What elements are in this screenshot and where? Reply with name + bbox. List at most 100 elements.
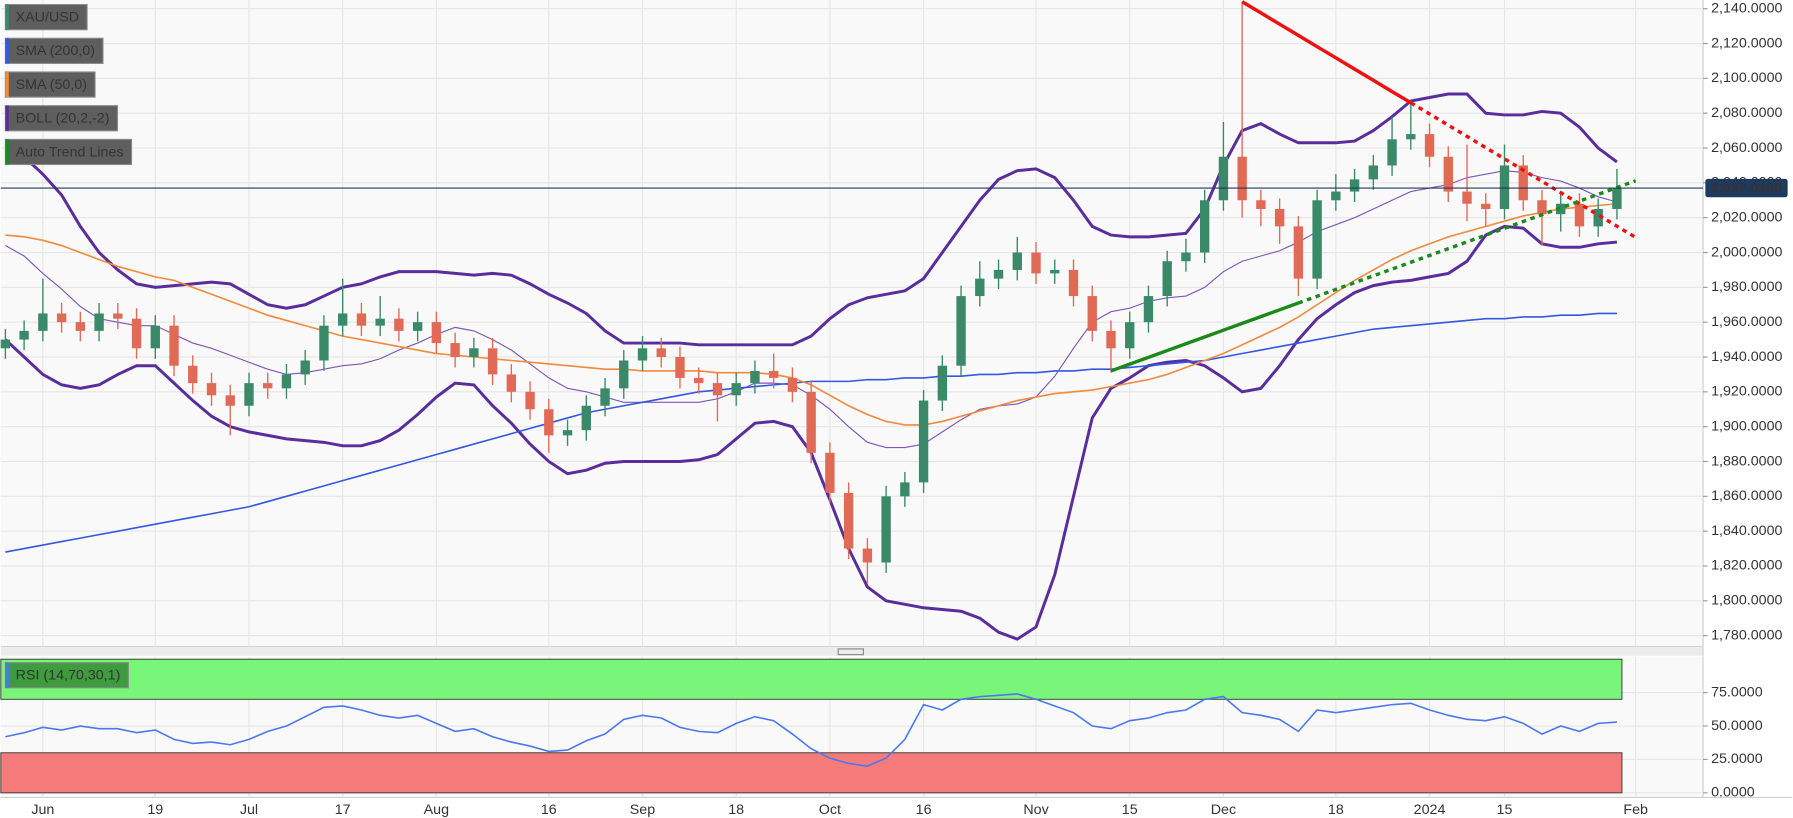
candle-body bbox=[244, 383, 254, 406]
x-tick-label: Nov bbox=[1023, 802, 1049, 818]
candle-body bbox=[768, 370, 779, 378]
candle-body bbox=[637, 348, 648, 361]
legend-box bbox=[4, 3, 88, 31]
candle-body bbox=[937, 365, 948, 401]
candle-body bbox=[1612, 188, 1622, 209]
y-tick-label: 1,920.0000 bbox=[1711, 384, 1782, 400]
legend-item: RSI (14,70,30,1) bbox=[4, 662, 129, 689]
candle-body bbox=[1143, 296, 1154, 323]
candle-body bbox=[975, 278, 985, 297]
candle-body bbox=[337, 313, 348, 326]
y-tick-label: 2,060.0000 bbox=[1711, 140, 1782, 156]
x-tick-label: 19 bbox=[147, 802, 163, 818]
candle-body bbox=[900, 482, 910, 497]
candle-body bbox=[1012, 252, 1022, 270]
candle-body bbox=[131, 318, 142, 349]
last-price-box bbox=[1705, 178, 1788, 198]
legend-box bbox=[4, 138, 133, 166]
candle-body bbox=[1481, 203, 1491, 209]
candle-body bbox=[1406, 134, 1416, 140]
candle-body bbox=[300, 360, 310, 375]
candle-body bbox=[694, 377, 704, 384]
legend-swatch bbox=[5, 662, 9, 688]
candle-body bbox=[787, 377, 798, 392]
legend-label: BOLL (20,2,-2) bbox=[16, 111, 110, 127]
y-tick-label: 1,820.0000 bbox=[1711, 558, 1782, 574]
candle-body bbox=[506, 374, 517, 392]
candle-body bbox=[1125, 322, 1135, 349]
candle-body bbox=[825, 452, 835, 493]
y-tick-label: 1,960.0000 bbox=[1711, 314, 1782, 330]
candle-body bbox=[1312, 200, 1322, 279]
candle-body bbox=[1518, 165, 1528, 201]
candle-body bbox=[806, 391, 816, 453]
y-tick-label: 1,860.0000 bbox=[1711, 488, 1782, 504]
candle-body bbox=[1031, 252, 1041, 274]
candle-body bbox=[1162, 261, 1172, 297]
x-tick-label: 2024 bbox=[1414, 802, 1446, 818]
candle-body bbox=[206, 383, 217, 396]
candle-body bbox=[881, 496, 891, 563]
candle-body bbox=[750, 370, 760, 384]
grid-layer bbox=[0, 0, 1704, 798]
candle-body bbox=[19, 330, 29, 340]
candle-body bbox=[319, 325, 329, 361]
legend-item: XAU/USD bbox=[4, 3, 88, 31]
candle-body bbox=[1443, 156, 1453, 192]
x-tick-label: Aug bbox=[424, 802, 449, 818]
candle-body bbox=[94, 313, 104, 331]
y-tick-label: 2,140.0000 bbox=[1711, 0, 1782, 16]
x-tick-label: 18 bbox=[728, 802, 744, 818]
x-tick-label: 16 bbox=[916, 802, 932, 818]
legend-label: SMA (50,0) bbox=[16, 77, 87, 93]
y-tick-label: 50.0000 bbox=[1711, 718, 1763, 734]
y-tick-label: 2,000.0000 bbox=[1711, 244, 1782, 260]
x-tick-label: 15 bbox=[1497, 802, 1513, 818]
candle-body bbox=[356, 313, 367, 326]
y-tick-label: 2,080.0000 bbox=[1711, 105, 1782, 121]
candle-body bbox=[75, 322, 86, 331]
candle-body bbox=[581, 405, 591, 431]
candle-body bbox=[1068, 269, 1079, 297]
panel-separator bbox=[0, 647, 1704, 656]
x-tick-label: Sep bbox=[630, 802, 655, 818]
labels-layer: Jun 19 Jul 17 Aug 16 Sep 18 Oct 16 Nov 15 Dec 18 2024 1… bbox=[4, 0, 1788, 818]
candle-body bbox=[562, 430, 573, 436]
candle-body bbox=[113, 313, 123, 319]
series-line bbox=[5, 693, 1617, 767]
x-tick-label: 18 bbox=[1328, 802, 1344, 818]
legend-label: SMA (200,0) bbox=[16, 43, 95, 59]
trend-line bbox=[1409, 101, 1637, 239]
legend-item: Auto Trend Lines bbox=[4, 138, 133, 166]
y-tick-label: 25.0000 bbox=[1711, 751, 1763, 767]
candle-body bbox=[1106, 330, 1116, 349]
legend-box bbox=[4, 105, 119, 132]
y-tick-label: 2,120.0000 bbox=[1711, 35, 1782, 51]
candle-body bbox=[1349, 179, 1360, 192]
legend-label: RSI (14,70,30,1) bbox=[16, 668, 121, 684]
legend-label: XAU/USD bbox=[16, 9, 79, 25]
candle-body bbox=[263, 383, 273, 389]
legend-box bbox=[4, 37, 104, 64]
legend-swatch bbox=[5, 139, 9, 165]
candle-body bbox=[1574, 203, 1585, 227]
candle-body bbox=[150, 325, 160, 349]
candle-body bbox=[862, 548, 873, 563]
last-price-label: 2,037.0100 bbox=[1711, 180, 1782, 196]
legend-swatch bbox=[5, 38, 9, 64]
candle-body bbox=[487, 348, 498, 375]
x-tick-label: 15 bbox=[1122, 802, 1138, 818]
separator-handle[interactable] bbox=[837, 648, 864, 656]
candle-body bbox=[1387, 139, 1397, 166]
trend-line bbox=[1110, 301, 1299, 373]
candle-body bbox=[1424, 134, 1435, 157]
candle-body bbox=[375, 318, 385, 326]
candle-body bbox=[38, 313, 48, 331]
y-tick-label: 1,900.0000 bbox=[1711, 418, 1782, 434]
candle-body bbox=[1218, 156, 1229, 201]
legend-box bbox=[4, 71, 96, 98]
y-tick-label: 2,020.0000 bbox=[1711, 209, 1782, 225]
candle-body bbox=[281, 374, 292, 389]
